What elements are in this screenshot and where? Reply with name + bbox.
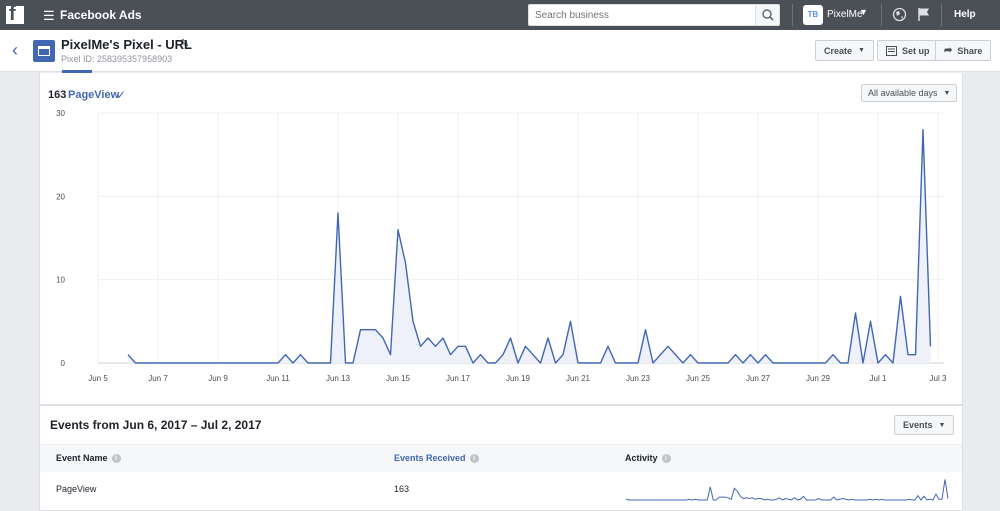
events-title: Events from Jun 6, 2017 – Jul 2, 2017 bbox=[50, 418, 262, 432]
chevron-down-icon: ▼ bbox=[943, 89, 951, 97]
x-tick-label: Jul 3 bbox=[930, 374, 947, 383]
event-count: 163 bbox=[48, 89, 67, 101]
x-tick-label: Jun 17 bbox=[446, 374, 471, 383]
y-tick-label: 30 bbox=[56, 109, 65, 118]
share-button[interactable]: ➦ Share bbox=[935, 40, 992, 61]
pageview-chart: 30 20 10 0 Jun 5 Jun 7 Jun 9 Jun 11 Jun 13 Jun 15… bbox=[56, 109, 947, 383]
search-input[interactable] bbox=[529, 5, 755, 25]
column-label: Events Received bbox=[394, 453, 466, 463]
back-icon[interactable]: ‹ bbox=[12, 40, 18, 60]
metric-selector[interactable]: PageView bbox=[68, 89, 120, 101]
app-title[interactable]: Facebook Ads bbox=[60, 8, 142, 22]
date-range-dropdown[interactable]: All available days ▼ bbox=[861, 84, 958, 102]
globe-icon[interactable] bbox=[892, 7, 907, 22]
x-tick-label: Jun 25 bbox=[686, 374, 711, 383]
info-icon[interactable]: i bbox=[469, 454, 479, 464]
x-tick-label: Jun 21 bbox=[566, 374, 591, 383]
edit-icon[interactable]: ✎ bbox=[180, 38, 190, 50]
column-header-events-received[interactable]: Events Received i bbox=[394, 453, 479, 464]
column-header-event-name[interactable]: Event Name i bbox=[56, 453, 121, 464]
search-button[interactable] bbox=[755, 5, 779, 25]
chevron-down-icon: ▼ bbox=[938, 421, 946, 429]
x-tick-label: Jun 9 bbox=[208, 374, 228, 383]
chart-card bbox=[39, 73, 963, 405]
setup-button-label: Set up bbox=[902, 45, 930, 56]
avatar: TB bbox=[803, 5, 823, 25]
column-header-activity[interactable]: Activity i bbox=[625, 453, 671, 464]
x-tick-label: Jun 5 bbox=[88, 374, 108, 383]
active-tab-indicator bbox=[62, 70, 92, 73]
setup-icon bbox=[886, 45, 897, 56]
search-box bbox=[528, 4, 780, 26]
series-area-pageview bbox=[128, 129, 931, 363]
create-button[interactable]: Create ▼ bbox=[815, 40, 874, 61]
search-icon bbox=[762, 9, 774, 21]
date-range-label: All available days bbox=[868, 88, 938, 98]
y-tick-label: 10 bbox=[56, 276, 65, 285]
activity-sparkline bbox=[625, 479, 949, 501]
help-link[interactable]: Help bbox=[954, 9, 976, 20]
x-tick-label: Jun 19 bbox=[506, 374, 531, 383]
x-tick-label: Jun 11 bbox=[266, 374, 290, 383]
events-dropdown[interactable]: Events ▼ bbox=[894, 415, 955, 435]
setup-button[interactable]: Set up bbox=[877, 40, 939, 61]
pixel-code-icon bbox=[33, 40, 55, 62]
y-tick-label: 0 bbox=[61, 359, 66, 368]
chevron-down-icon: ▼ bbox=[858, 47, 865, 54]
account-name: PixelMe bbox=[827, 9, 863, 20]
x-tick-label: Jun 7 bbox=[148, 374, 168, 383]
column-label: Event Name bbox=[56, 453, 108, 463]
sparkline-pageview bbox=[625, 479, 949, 501]
series-line-pageview bbox=[127, 128, 932, 364]
column-label: Activity bbox=[625, 453, 658, 463]
divider bbox=[792, 4, 793, 26]
top-nav-bar: f ☰ Facebook Ads TB PixelMe ▼ Help bbox=[0, 0, 1000, 30]
x-tick-label: Jun 29 bbox=[806, 374, 831, 383]
x-tick-label: Jul 1 bbox=[870, 374, 887, 383]
y-tick-label: 20 bbox=[56, 192, 65, 201]
menu-icon[interactable]: ☰ bbox=[43, 8, 55, 23]
share-icon: ➦ bbox=[944, 45, 953, 56]
x-tick-label: Jun 15 bbox=[386, 374, 411, 383]
pixel-name: PixelMe's Pixel - URL bbox=[61, 37, 192, 52]
x-tick-label: Jun 23 bbox=[626, 374, 651, 383]
chevron-down-icon: ▼ bbox=[859, 7, 868, 17]
facebook-logo[interactable]: f bbox=[0, 0, 30, 30]
event-name-cell: PageView bbox=[56, 484, 97, 494]
flag-icon[interactable] bbox=[917, 7, 931, 22]
create-button-label: Create bbox=[824, 45, 853, 56]
divider bbox=[941, 4, 942, 26]
share-button-label: Share bbox=[957, 45, 983, 56]
divider bbox=[881, 4, 882, 26]
events-table-header bbox=[40, 444, 962, 472]
pixel-id: Pixel ID: 258395357958903 bbox=[61, 54, 173, 64]
check-icon: ✓ bbox=[116, 88, 127, 102]
x-tick-label: Jun 13 bbox=[326, 374, 351, 383]
x-tick-label: Jun 27 bbox=[746, 374, 771, 383]
info-icon[interactable]: i bbox=[111, 454, 121, 464]
info-icon[interactable]: i bbox=[661, 454, 671, 464]
events-received-cell: 163 bbox=[394, 484, 410, 494]
pixel-header: ‹ PixelMe's Pixel - URL ✎ Pixel ID: 2583… bbox=[0, 30, 1000, 72]
events-dropdown-label: Events bbox=[903, 420, 933, 430]
